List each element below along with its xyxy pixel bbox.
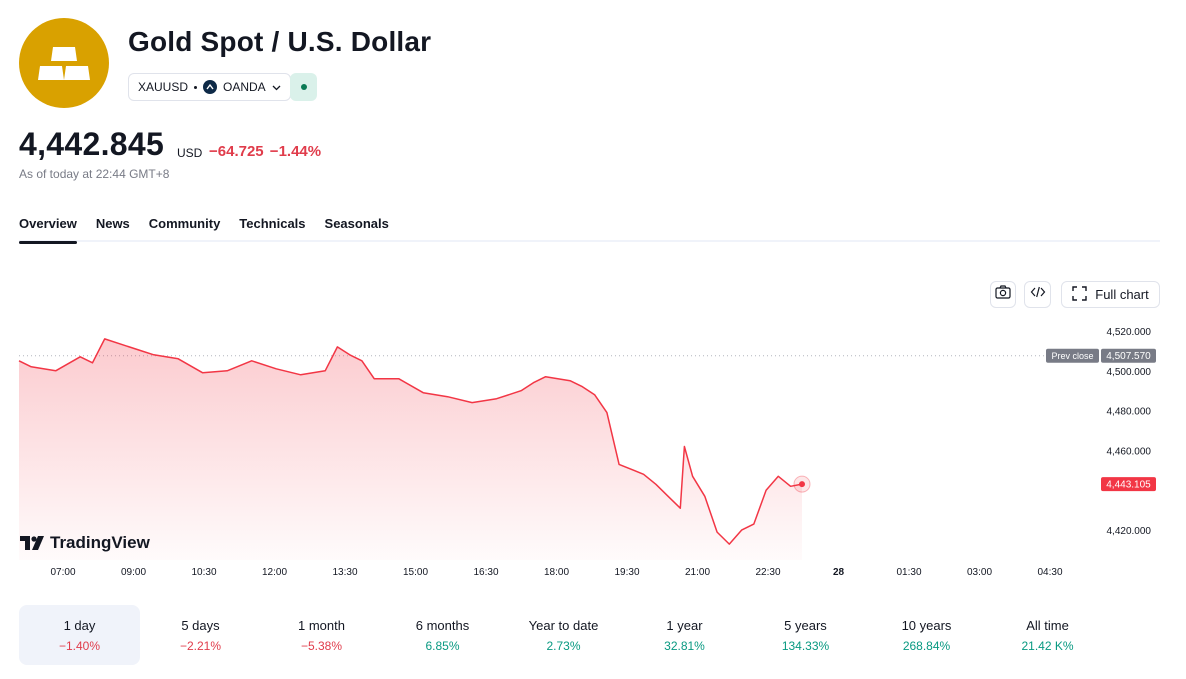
range-value: −1.40% (58, 638, 101, 653)
range-6-months[interactable]: 6 months 6.85% (382, 605, 503, 665)
range-1-month[interactable]: 1 month −5.38% (261, 605, 382, 665)
x-tick-label: 28 (833, 567, 845, 578)
currency-label: USD (177, 146, 203, 160)
range-value: 134.33% (781, 638, 830, 653)
x-tick-label: 16:30 (473, 567, 498, 578)
x-tick-label: 03:00 (967, 567, 992, 578)
symbol-label: XAUUSD (138, 80, 189, 94)
tradingview-logo: TradingView (20, 533, 150, 553)
x-tick-label: 21:00 (685, 567, 710, 578)
tab-seasonals[interactable]: Seasonals (324, 216, 389, 231)
range-all-time[interactable]: All time 21.42 K% (987, 605, 1108, 665)
range-label: 1 year (666, 617, 703, 633)
price-area (19, 338, 802, 560)
oanda-icon (203, 80, 218, 94)
range-1-day[interactable]: 1 day −1.40% (19, 605, 140, 665)
y-tick-label: 4,500.000 (1107, 367, 1152, 378)
x-tick-label: 13:30 (332, 567, 357, 578)
range-5-days[interactable]: 5 days −2.21% (140, 605, 261, 665)
range-label: 6 months (415, 617, 470, 633)
prev-close-tag (1046, 348, 1099, 363)
range-value: −2.21% (179, 638, 222, 653)
range-label: 10 years (901, 617, 952, 633)
range-label: 1 day (63, 617, 96, 633)
last-value-tag (1101, 477, 1156, 492)
last-point-marker (799, 481, 805, 488)
tab-overview[interactable]: Overview (19, 216, 77, 244)
range-10-years[interactable]: 10 years 268.84% (866, 605, 987, 665)
snapshot-button[interactable] (990, 281, 1016, 308)
code-icon (1030, 285, 1046, 304)
x-tick-label: 19:30 (614, 567, 639, 578)
x-tick-label: 18:00 (544, 567, 569, 578)
price-change: −64.725 −1.44% (209, 143, 322, 160)
symbol-selector[interactable]: XAUUSD OANDA (128, 73, 291, 101)
brand-name: TradingView (50, 533, 150, 552)
last-value-label: 4,443.105 (1106, 480, 1151, 491)
tab-bar: Overview News Community Technicals Seaso… (19, 216, 1160, 244)
range-value: 6.85% (425, 638, 460, 653)
tab-news[interactable]: News (95, 216, 130, 231)
tab-technicals[interactable]: Technicals (239, 216, 306, 231)
x-tick-label: 22:30 (755, 567, 780, 578)
full-chart-label: Full chart (1095, 287, 1149, 302)
camera-icon (995, 285, 1011, 304)
range-label: All time (1026, 617, 1069, 633)
chevron-down-icon (272, 80, 281, 94)
x-tick-label: 09:00 (121, 567, 146, 578)
exchange-label: OANDA (223, 80, 266, 94)
range-value: 21.42 K% (1021, 638, 1074, 653)
range-5-years[interactable]: 5 years 134.33% (745, 605, 866, 665)
tradingview-icon (20, 536, 44, 550)
x-tick-label: 04:30 (1037, 567, 1062, 578)
x-tick-label: 10:30 (191, 567, 216, 578)
x-tick-label: 12:00 (262, 567, 287, 578)
page-title: Gold Spot / U.S. Dollar (128, 26, 432, 57)
x-tick-label: 07:00 (50, 567, 75, 578)
price-chart[interactable]: 4,520.000 4,500.000 4,480.000 4,460.000 4,42… (0, 310, 1186, 585)
range-value: 2.73% (546, 638, 581, 653)
range-label: 5 days (181, 617, 220, 633)
range-label: 1 month (298, 617, 345, 633)
expand-icon (1072, 285, 1087, 304)
range-1-year[interactable]: 1 year 32.81% (624, 605, 745, 665)
price-line (18, 338, 803, 545)
status-dot-icon (300, 84, 307, 90)
y-tick-label: 4,480.000 (1107, 407, 1152, 418)
x-tick-label: 15:00 (403, 567, 428, 578)
range-value: −5.38% (300, 638, 343, 653)
y-tick-label: 4,420.000 (1107, 526, 1152, 537)
separator-dot (194, 85, 198, 89)
embed-button[interactable] (1024, 281, 1051, 308)
x-tick-label: 01:30 (896, 567, 921, 578)
range-value: 32.81% (664, 638, 705, 653)
as-of-timestamp: As of today at 22:44 GMT+8 (19, 167, 170, 181)
full-chart-button[interactable]: Full chart (1061, 281, 1160, 308)
prev-close-label: Prev close (1051, 351, 1093, 361)
range-label: Year to date (528, 617, 599, 633)
last-price: 4,442.845 (19, 126, 165, 162)
y-tick-label: 4,520.000 (1107, 327, 1152, 338)
prev-close-value: 4,507.570 (1106, 351, 1151, 362)
range-label: 5 years (784, 617, 827, 633)
y-tick-label: 4,460.000 (1107, 446, 1152, 457)
prev-close-value-tag (1101, 348, 1156, 363)
range-year-to-date[interactable]: Year to date 2.73% (503, 605, 624, 665)
performance-ranges: 1 day −1.40% 5 days −2.21% 1 month −5.38… (19, 605, 1108, 665)
range-value: 268.84% (902, 638, 951, 653)
tab-community[interactable]: Community (148, 216, 221, 231)
gold-bars-icon (19, 18, 109, 108)
market-status-badge[interactable] (290, 73, 317, 101)
